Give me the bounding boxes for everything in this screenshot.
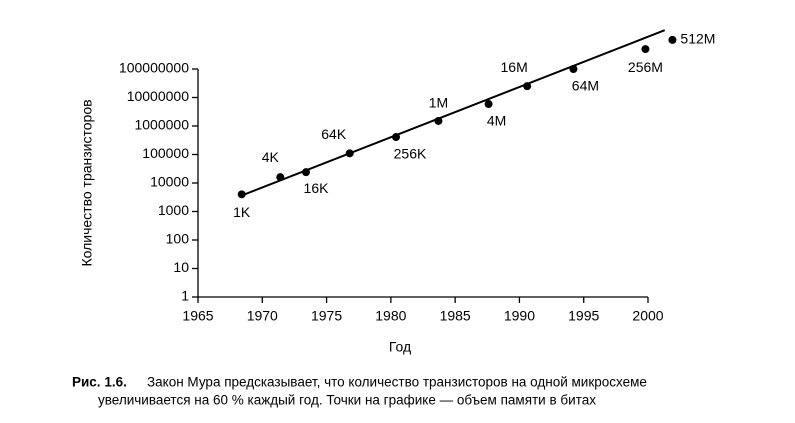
caption-label: Рис. 1.6. xyxy=(72,375,127,390)
data-point xyxy=(302,168,310,177)
point-label: 256K xyxy=(394,146,427,162)
trend-line xyxy=(240,29,666,197)
y-tick-label: 10000 xyxy=(150,174,189,190)
x-tick-label: 1980 xyxy=(375,308,406,324)
data-point xyxy=(569,65,578,73)
caption-line: увеличивается на 60 % каждый год. Точки … xyxy=(98,393,596,408)
y-tick-label: 1000 xyxy=(158,202,189,218)
y-tick-label: 100 xyxy=(166,231,190,247)
point-label: 64M xyxy=(572,78,599,94)
point-label: 256M xyxy=(628,59,663,75)
point-label: 1M xyxy=(429,95,448,111)
data-point xyxy=(237,190,246,199)
data-point xyxy=(484,100,493,109)
x-tick-label: 1970 xyxy=(247,308,278,324)
x-axis-label: Год xyxy=(389,339,411,355)
x-tick-label: 1985 xyxy=(440,308,471,324)
y-tick-label: 10000000 xyxy=(127,88,190,104)
point-label: 4M xyxy=(487,113,506,129)
y-tick-label: 1 xyxy=(181,288,189,304)
data-point xyxy=(276,173,285,182)
x-tick-label: 1965 xyxy=(182,308,213,324)
point-label: 64K xyxy=(321,126,347,142)
point-label: 4K xyxy=(262,149,280,165)
data-point xyxy=(392,133,400,142)
caption-line: Закон Мура предсказывает, что количество… xyxy=(147,375,647,390)
x-tick-label: 1975 xyxy=(311,308,342,324)
y-tick-label: 100000 xyxy=(142,145,189,161)
y-tick-label: 1000000 xyxy=(134,117,189,133)
point-label: 1K xyxy=(233,204,251,220)
data-point xyxy=(523,82,532,91)
data-point xyxy=(345,149,354,158)
x-tick-label: 1990 xyxy=(504,308,535,324)
y-tick-label: 10 xyxy=(173,259,189,275)
x-tick-label: 1995 xyxy=(568,308,599,324)
data-point xyxy=(668,35,677,44)
x-tick-label: 2000 xyxy=(632,308,663,324)
y-axis-label: Количество транзисторов xyxy=(79,99,95,266)
data-point xyxy=(641,45,650,54)
point-label: 16M xyxy=(501,59,528,75)
y-tick-label: 100000000 xyxy=(119,60,189,76)
data-point xyxy=(434,116,443,125)
point-label: 16K xyxy=(304,180,330,196)
point-label: 512M xyxy=(680,31,715,47)
